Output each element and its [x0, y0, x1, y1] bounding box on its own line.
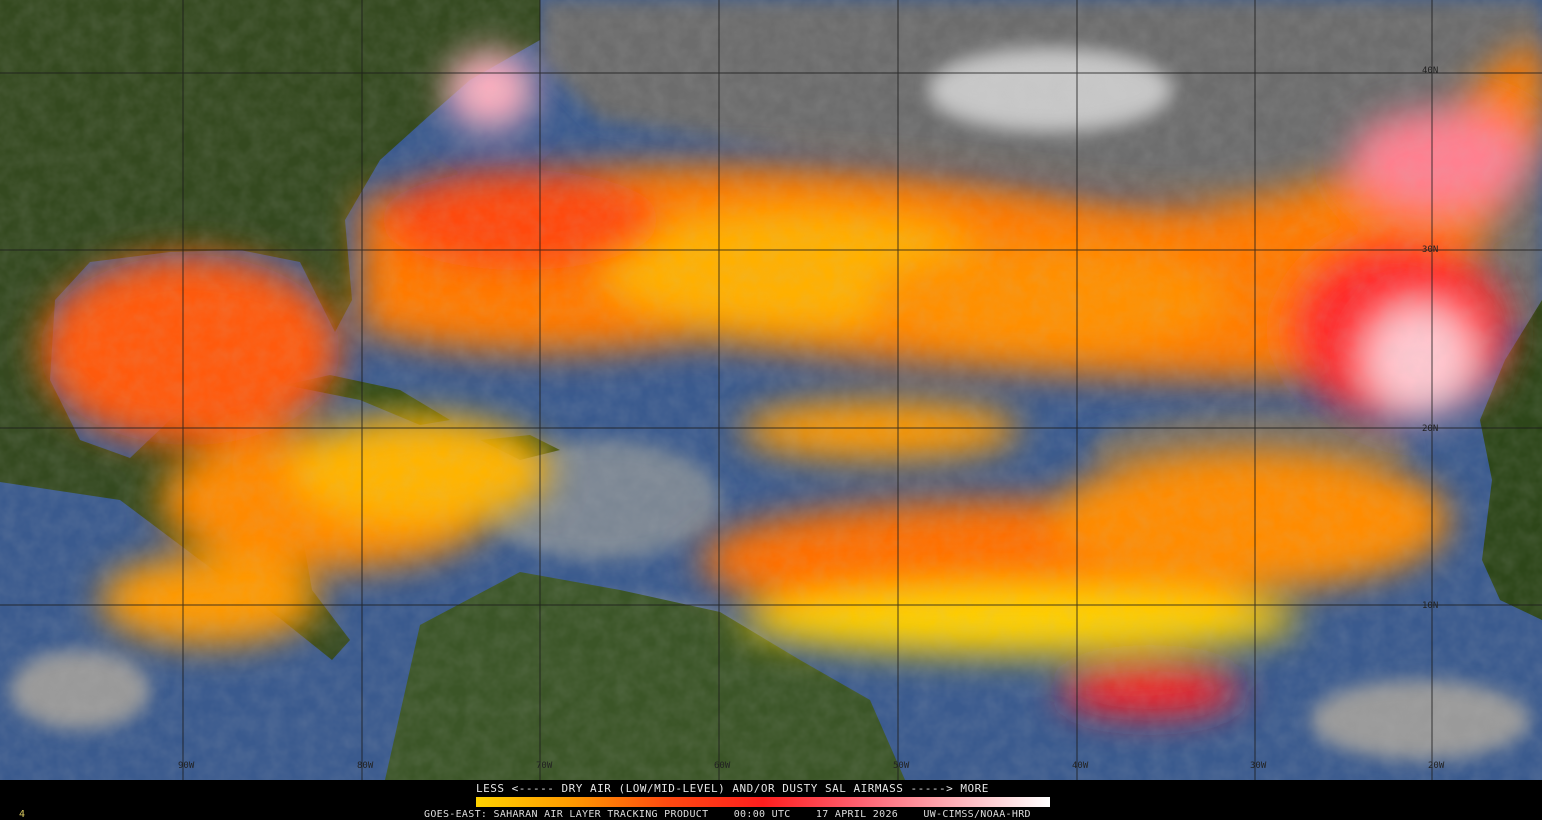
lon-label: 80W — [357, 761, 374, 771]
lon-label: 60W — [714, 761, 731, 771]
product-time: 00:00 UTC — [733, 809, 791, 820]
satellite-map: 90W 80W 70W 60W 50W 40W 30W 20W 40N 30N … — [0, 0, 1542, 780]
product-date: 17 APRIL 2026 — [815, 809, 899, 820]
product-caption: GOES-EAST: SAHARAN AIR LAYER TRACKING PR… — [424, 809, 1031, 820]
lon-label: 90W — [178, 761, 195, 771]
lon-label: 30W — [1250, 761, 1267, 771]
legend-color-scale — [476, 797, 1050, 807]
lat-label: 20N — [1422, 424, 1438, 434]
latitude-labels: 40N 30N 20N 10N — [1422, 66, 1438, 611]
legend-title: LESS <----- DRY AIR (LOW/MID-LEVEL) AND/… — [476, 782, 989, 795]
texture-overlay — [0, 0, 1542, 780]
lat-lon-grid — [0, 0, 1542, 780]
product-source: UW-CIMSS/NOAA-HRD — [923, 809, 1031, 820]
frame-number: 4 — [19, 809, 26, 820]
longitude-labels: 90W 80W 70W 60W 50W 40W 30W 20W — [178, 761, 1445, 771]
lat-label: 40N — [1422, 66, 1438, 76]
product-name: GOES-EAST: SAHARAN AIR LAYER TRACKING PR… — [424, 809, 709, 820]
lon-label: 40W — [1072, 761, 1089, 771]
lon-label: 50W — [893, 761, 910, 771]
lat-label: 10N — [1422, 601, 1438, 611]
lon-label: 70W — [536, 761, 553, 771]
caption-bar: LESS <----- DRY AIR (LOW/MID-LEVEL) AND/… — [0, 780, 1542, 820]
lon-label: 20W — [1428, 761, 1445, 771]
lat-label: 30N — [1422, 245, 1438, 255]
